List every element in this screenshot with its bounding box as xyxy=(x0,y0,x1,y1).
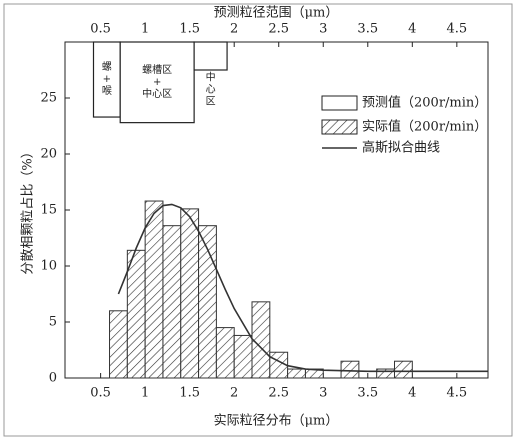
predicted-label: + xyxy=(153,77,161,88)
legend-swatch xyxy=(321,95,358,111)
predicted-label: + xyxy=(103,74,111,85)
x-tick-label: 3.5 xyxy=(357,386,378,401)
y-tick-label: 0 xyxy=(49,371,57,386)
top-tick-label: 3.5 xyxy=(357,22,378,37)
legend-label: 实际值（200r/min） xyxy=(362,119,487,135)
bar xyxy=(215,327,235,379)
bar xyxy=(109,310,128,379)
predicted-label: 中 xyxy=(206,71,216,84)
bar xyxy=(198,225,217,379)
predicted-label: 心 xyxy=(206,84,216,96)
y-tick-label: 15 xyxy=(40,203,57,218)
x-tick-label: 1.5 xyxy=(179,386,200,401)
top-tick-label: 2.5 xyxy=(268,22,289,37)
legend-label: 高斯拟合曲线 xyxy=(362,140,440,156)
predicted-range xyxy=(119,41,195,124)
bar xyxy=(287,368,306,379)
bar xyxy=(180,208,200,379)
x-axis-title: 实际粒径分布（μm） xyxy=(214,414,339,429)
predicted-label: 喉 xyxy=(102,85,112,97)
top-axis-title: 预测粒径范围（μm） xyxy=(214,6,339,21)
bar xyxy=(162,225,182,379)
predicted-label: 中心区 xyxy=(142,87,172,100)
y-tick-label: 25 xyxy=(40,91,57,106)
predicted-label: 螺槽区 xyxy=(142,63,172,76)
x-tick-label: 1 xyxy=(141,386,149,401)
bar xyxy=(393,360,413,379)
top-tick-label: 1.5 xyxy=(179,22,200,37)
bar xyxy=(126,249,146,379)
fit-curve xyxy=(117,203,488,373)
x-tick-label: 4 xyxy=(408,386,416,401)
top-tick-label: 3 xyxy=(319,22,327,37)
top-tick-label: 4 xyxy=(408,22,416,37)
predicted-label: 区 xyxy=(206,96,216,108)
y-tick-label: 10 xyxy=(40,259,57,274)
frame xyxy=(3,3,513,437)
predicted-label: 螺 xyxy=(102,61,112,73)
legend-label: 预测值（200r/min） xyxy=(362,95,487,111)
y-axis-title: 分散相颗粒占比（%） xyxy=(21,145,36,274)
bar xyxy=(376,368,395,379)
x-tick-label: 0.5 xyxy=(90,386,111,401)
x-tick-label: 2 xyxy=(230,386,238,401)
x-tick-label: 3 xyxy=(319,386,327,401)
top-tick-label: 4.5 xyxy=(446,22,467,37)
top-tick-label: 2 xyxy=(230,22,238,37)
x-tick-label: 2.5 xyxy=(268,386,289,401)
y-tick-label: 20 xyxy=(40,147,57,162)
bar xyxy=(233,334,253,379)
bar xyxy=(251,301,271,379)
legend-swatch xyxy=(321,119,358,135)
top-tick-label: 0.5 xyxy=(90,22,111,37)
bar xyxy=(144,200,164,379)
top-tick-label: 1 xyxy=(141,22,149,37)
bar xyxy=(340,360,360,379)
predicted-range xyxy=(193,41,228,71)
x-tick-label: 4.5 xyxy=(446,386,467,401)
y-tick-label: 5 xyxy=(49,315,57,330)
